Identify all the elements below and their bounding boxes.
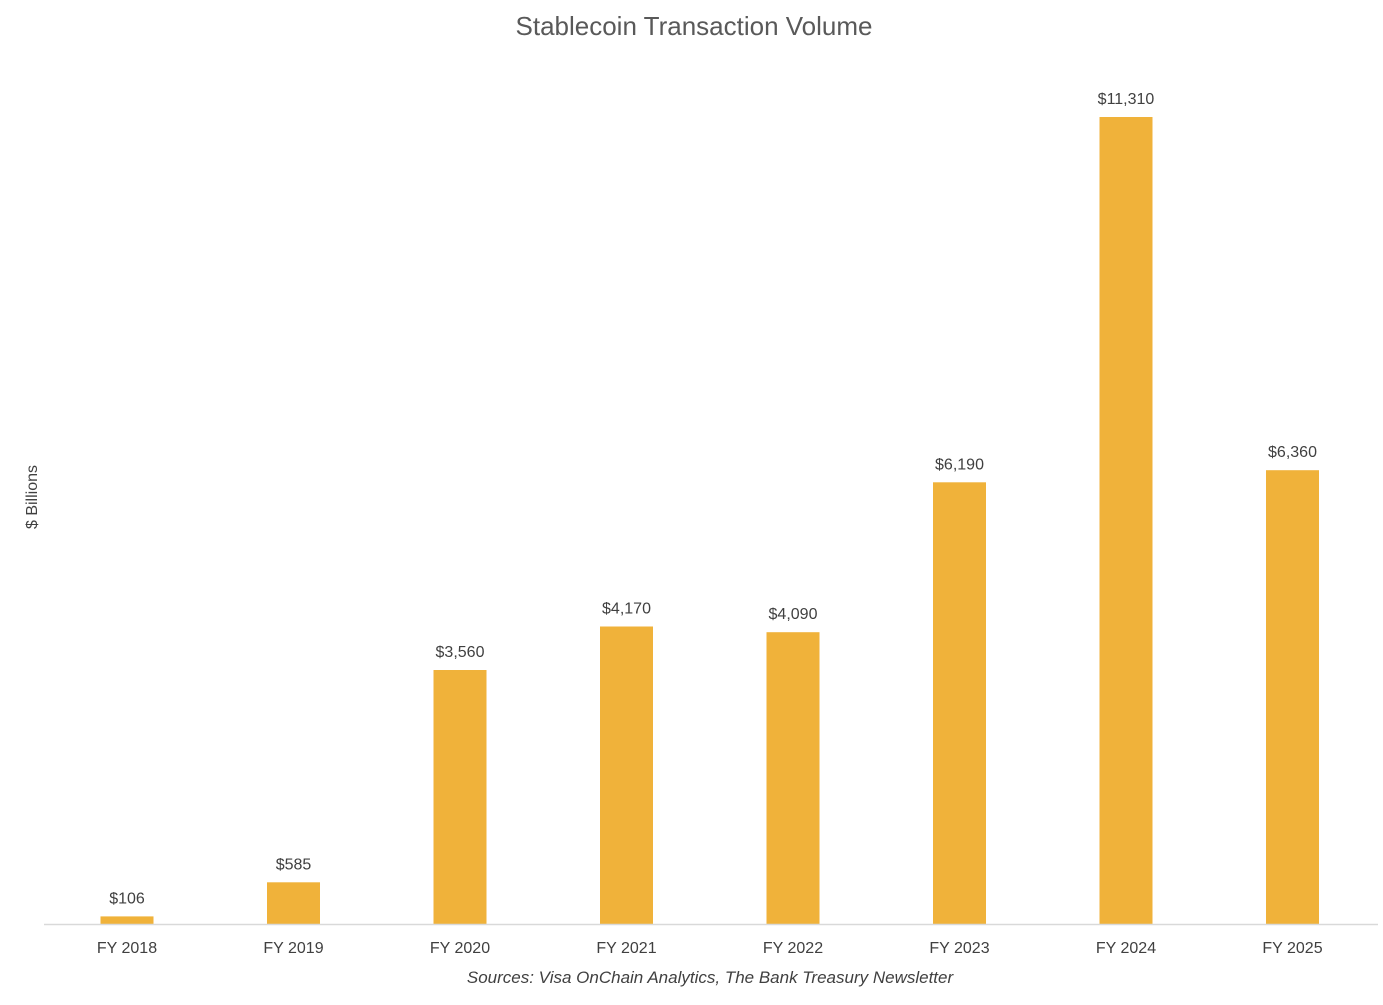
data-label: $6,190 (935, 456, 984, 473)
x-tick-label: FY 2019 (263, 940, 323, 957)
data-label: $3,560 (436, 644, 485, 661)
data-label: $585 (276, 856, 312, 873)
data-labels-group: $106 $585 $3,560 $4,170 $4,090 $6,190 $11,310 $… (109, 91, 1317, 907)
data-label: $11,310 (1098, 91, 1155, 108)
y-axis-label: $ Billions (24, 465, 41, 529)
bar-fy-2021 (600, 626, 653, 924)
bar-fy-2020 (433, 670, 487, 924)
x-tick-label: FY 2021 (596, 940, 656, 957)
x-tick-label: FY 2025 (1262, 940, 1322, 957)
bar-fy-2018 (100, 916, 154, 924)
x-tick-label: FY 2023 (929, 940, 989, 957)
data-label: $106 (109, 890, 145, 907)
x-tick-label: FY 2018 (97, 940, 157, 957)
x-tick-label: FY 2022 (763, 940, 823, 957)
bars-group (100, 117, 1319, 924)
bar-fy-2024 (1099, 117, 1153, 924)
bar-fy-2023 (933, 482, 986, 924)
bar-fy-2019 (267, 882, 320, 924)
bar-fy-2025 (1266, 470, 1319, 924)
x-tick-label: FY 2020 (430, 940, 490, 957)
x-tick-label: FY 2024 (1096, 940, 1156, 957)
x-tick-labels-group: FY 2018 FY 2019 FY 2020 FY 2021 FY 2022 FY 20… (97, 940, 1323, 957)
data-label: $4,170 (602, 601, 651, 618)
source-note: Sources: Visa OnChain Analytics, The Ban… (467, 968, 955, 987)
data-label: $6,360 (1268, 444, 1317, 461)
bar-fy-2022 (766, 632, 820, 924)
data-label: $4,090 (769, 606, 818, 623)
chart-title: Stablecoin Transaction Volume (516, 11, 873, 41)
